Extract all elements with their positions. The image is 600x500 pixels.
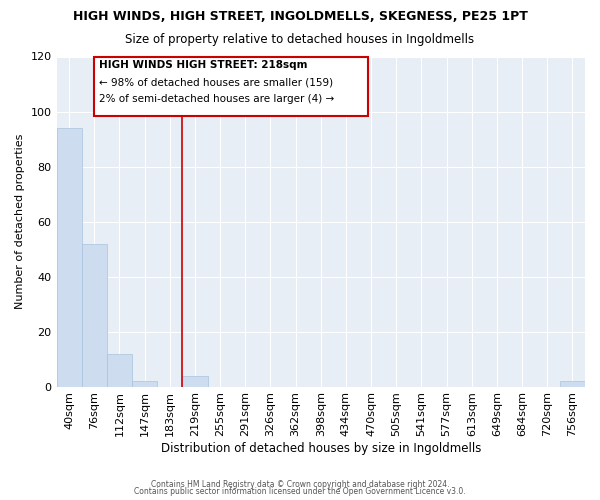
Bar — [82, 244, 107, 386]
Bar — [182, 376, 208, 386]
FancyBboxPatch shape — [94, 56, 368, 116]
Y-axis label: Number of detached properties: Number of detached properties — [15, 134, 25, 309]
Bar — [56, 128, 82, 386]
Text: 2% of semi-detached houses are larger (4) →: 2% of semi-detached houses are larger (4… — [99, 94, 334, 104]
Bar — [107, 354, 132, 386]
Text: ← 98% of detached houses are smaller (159): ← 98% of detached houses are smaller (15… — [99, 78, 333, 88]
Text: Contains public sector information licensed under the Open Government Licence v3: Contains public sector information licen… — [134, 487, 466, 496]
Text: HIGH WINDS HIGH STREET: 218sqm: HIGH WINDS HIGH STREET: 218sqm — [99, 60, 307, 70]
Text: Size of property relative to detached houses in Ingoldmells: Size of property relative to detached ho… — [125, 32, 475, 46]
X-axis label: Distribution of detached houses by size in Ingoldmells: Distribution of detached houses by size … — [161, 442, 481, 455]
Text: HIGH WINDS, HIGH STREET, INGOLDMELLS, SKEGNESS, PE25 1PT: HIGH WINDS, HIGH STREET, INGOLDMELLS, SK… — [73, 10, 527, 23]
Text: Contains HM Land Registry data © Crown copyright and database right 2024.: Contains HM Land Registry data © Crown c… — [151, 480, 449, 489]
Bar — [560, 381, 585, 386]
Bar — [132, 381, 157, 386]
